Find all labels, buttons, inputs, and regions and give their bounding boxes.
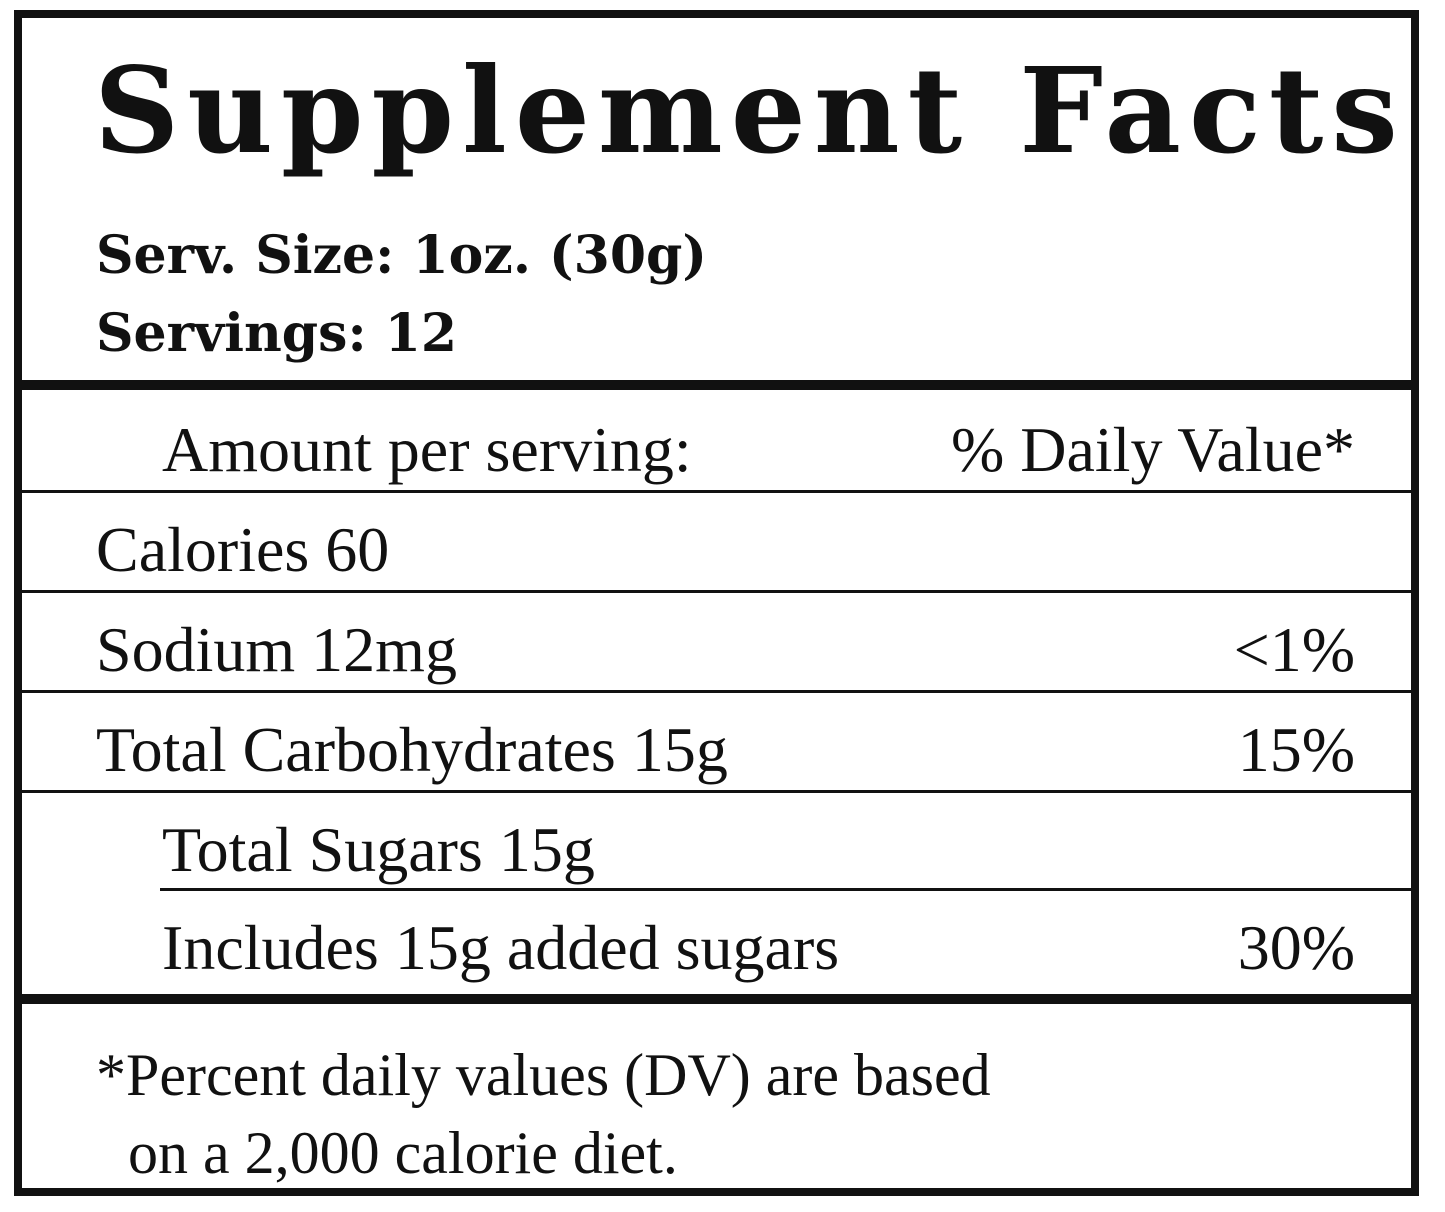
label-title: Supplement Facts: [94, 41, 1406, 180]
supplement-facts-label: Supplement Facts Serv. Size: 1oz. (30g) …: [14, 10, 1419, 1196]
daily-value-footnote: *Percent daily values (DV) are based on …: [96, 1036, 991, 1192]
row-divider: [22, 590, 1411, 593]
thick-divider: [22, 994, 1411, 1004]
row-divider-indented: [160, 888, 1411, 891]
servings-count: Servings: 12: [96, 303, 458, 364]
row-divider: [22, 690, 1411, 693]
nutrient-calories: Calories 60: [96, 514, 390, 585]
label-header: Supplement Facts Serv. Size: 1oz. (30g) …: [22, 18, 1411, 380]
row-divider: [22, 790, 1411, 793]
nutrient-carbohydrates-dv: 15%: [1237, 714, 1355, 785]
footnote-line-2: on a 2,000 calorie diet.: [128, 1120, 678, 1186]
nutrient-sodium: Sodium 12mg: [96, 614, 457, 685]
nutrient-sodium-dv: <1%: [1233, 614, 1355, 685]
thick-divider: [22, 380, 1411, 390]
serving-size: Serv. Size: 1oz. (30g): [96, 225, 707, 286]
footnote-line-1: *Percent daily values (DV) are based: [96, 1042, 991, 1108]
nutrient-carbohydrates: Total Carbohydrates 15g: [96, 714, 728, 785]
nutrient-added-sugars: Includes 15g added sugars: [162, 912, 840, 983]
row-divider: [22, 490, 1411, 493]
amount-per-serving-header: Amount per serving:: [162, 414, 692, 485]
nutrient-added-sugars-dv: 30%: [1237, 912, 1355, 983]
daily-value-header: % Daily Value*: [950, 414, 1355, 485]
nutrient-total-sugars: Total Sugars 15g: [162, 814, 595, 885]
